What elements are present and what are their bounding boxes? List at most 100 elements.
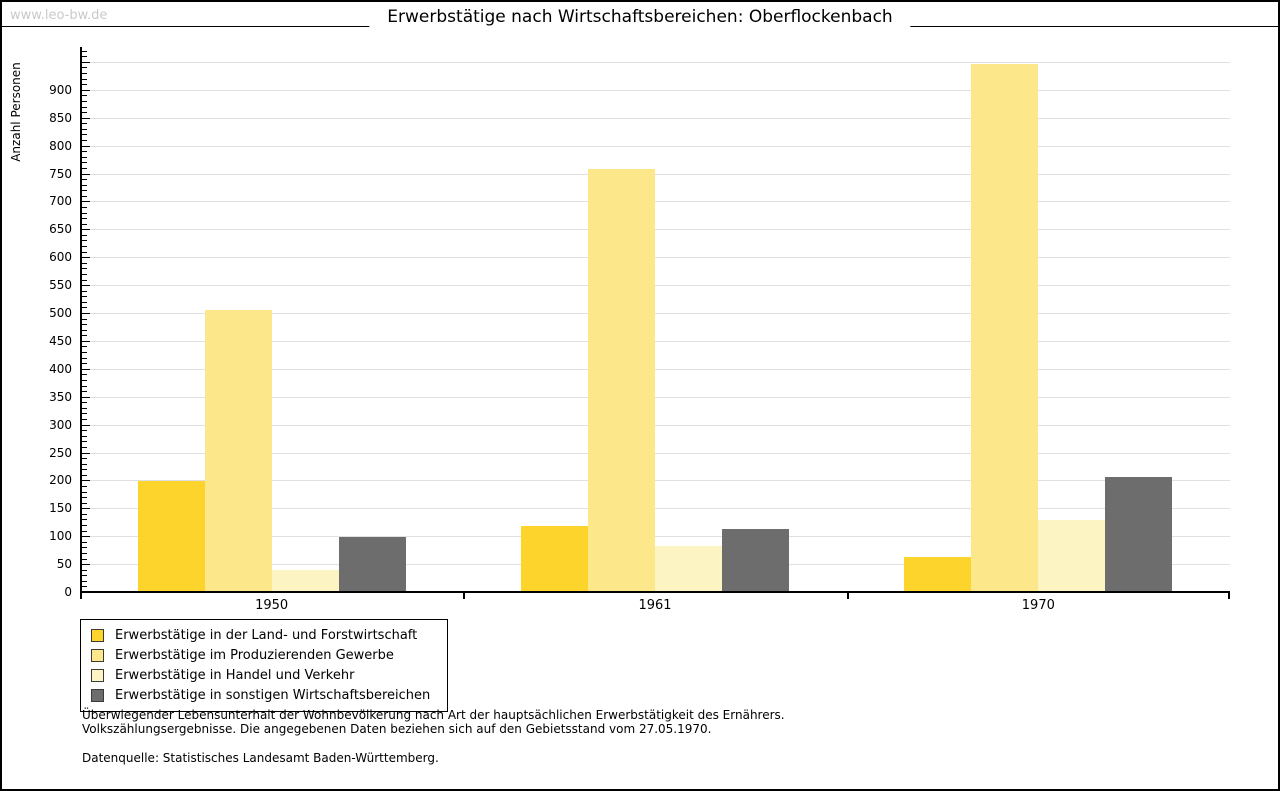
y-minor-tick — [82, 558, 87, 560]
legend-label: Erwerbstätige in der Land- und Forstwirt… — [115, 627, 418, 643]
y-minor-tick — [82, 502, 87, 504]
chart-title: Erwerbstätige nach Wirtschaftsbereichen:… — [369, 4, 911, 30]
y-axis-line — [80, 47, 82, 593]
y-minor-tick — [82, 413, 87, 415]
gridline — [80, 313, 1230, 314]
y-minor-tick — [82, 407, 87, 409]
bar-1961-s1 — [521, 526, 588, 593]
gridline — [80, 201, 1230, 203]
y-minor-tick — [82, 106, 87, 108]
gridline — [80, 368, 1230, 370]
y-minor-tick — [82, 151, 87, 153]
y-minor-tick — [82, 569, 87, 571]
y-minor-tick — [82, 268, 87, 270]
y-minor-tick — [82, 586, 87, 588]
y-minor-tick — [82, 296, 87, 298]
y-minor-tick — [82, 206, 87, 208]
y-tick-label: 850 — [49, 110, 72, 125]
plot-area — [80, 47, 1230, 599]
legend-item: Erwerbstätige in Handel und Verkehr — [81, 665, 447, 685]
y-tick-label: 700 — [49, 194, 72, 209]
y-minor-tick — [82, 240, 87, 242]
y-minor-tick — [82, 446, 87, 448]
y-minor-tick — [82, 318, 87, 320]
y-minor-tick — [82, 485, 87, 487]
y-minor-tick — [82, 184, 87, 186]
y-minor-tick — [82, 575, 87, 577]
y-tick-label: 450 — [49, 333, 72, 348]
gridline — [80, 396, 1230, 398]
y-major-tick — [82, 89, 90, 91]
y-tick-label: 50 — [56, 557, 72, 572]
y-minor-tick — [82, 430, 87, 432]
y-major-tick — [82, 368, 90, 370]
y-major-tick — [82, 117, 90, 119]
y-minor-tick — [82, 73, 87, 75]
legend-box: Erwerbstätige in der Land- und Forstwirt… — [80, 619, 448, 712]
y-minor-tick — [82, 195, 87, 197]
bar-1961-s3 — [655, 546, 722, 593]
y-minor-tick — [82, 234, 87, 236]
gridline — [80, 229, 1230, 231]
y-minor-tick — [82, 67, 87, 69]
y-tick-label: 0 — [64, 585, 72, 599]
y-minor-tick — [82, 162, 87, 164]
y-major-tick — [82, 424, 90, 426]
y-minor-tick — [82, 363, 87, 365]
y-minor-tick — [82, 541, 87, 543]
y-minor-tick — [82, 513, 87, 515]
y-minor-tick — [82, 134, 87, 136]
y-major-tick — [82, 452, 90, 454]
y-major-tick — [82, 61, 90, 63]
y-minor-tick — [82, 552, 87, 554]
y-tick-label: 100 — [49, 529, 72, 544]
y-minor-tick — [82, 156, 87, 158]
y-minor-tick — [82, 307, 87, 309]
bar-1970-s1 — [904, 557, 972, 593]
y-minor-tick — [82, 402, 87, 404]
y-minor-tick — [82, 218, 87, 220]
site-watermark: www.leo-bw.de — [10, 8, 108, 23]
y-major-tick — [82, 536, 90, 538]
y-minor-tick — [82, 379, 87, 381]
y-major-tick — [82, 313, 90, 314]
gridline — [80, 61, 1230, 63]
y-tick-label: 350 — [49, 389, 72, 404]
y-minor-tick — [82, 190, 87, 192]
y-minor-tick — [82, 357, 87, 359]
gridline — [80, 424, 1230, 426]
y-minor-tick — [82, 123, 87, 125]
y-major-tick — [82, 285, 90, 287]
bar-1950-s4 — [338, 537, 406, 593]
x-tick-label: 1970 — [1021, 598, 1055, 613]
y-tick-label: 500 — [49, 306, 72, 320]
y-minor-tick — [82, 329, 87, 331]
legend-swatch-s1 — [91, 628, 104, 642]
y-minor-tick — [82, 346, 87, 348]
y-major-tick — [82, 201, 90, 203]
y-minor-tick — [82, 580, 87, 582]
legend-swatch-s3 — [91, 668, 104, 682]
y-minor-tick — [82, 519, 87, 521]
y-minor-tick — [82, 262, 87, 264]
y-minor-tick — [82, 463, 87, 465]
y-minor-tick — [82, 435, 87, 437]
y-minor-tick — [82, 140, 87, 142]
y-minor-tick — [82, 385, 87, 387]
y-minor-tick — [82, 251, 87, 253]
bar-1950-s2 — [204, 310, 272, 593]
y-major-tick — [82, 257, 90, 259]
y-major-tick — [82, 396, 90, 398]
y-tick-label: 650 — [49, 222, 72, 237]
y-tick-label: 150 — [49, 501, 72, 516]
legend-swatch-s4 — [91, 688, 104, 702]
y-minor-tick — [82, 458, 87, 460]
y-tick-label: 900 — [49, 82, 72, 97]
legend-item: Erwerbstätige in der Land- und Forstwirt… — [81, 625, 447, 645]
x-tick-label: 1961 — [638, 598, 672, 613]
gridline — [80, 508, 1230, 510]
legend-label: Erwerbstätige im Produzierenden Gewerbe — [115, 647, 394, 663]
x-tick-label: 1950 — [255, 598, 289, 613]
y-minor-tick — [82, 547, 87, 549]
